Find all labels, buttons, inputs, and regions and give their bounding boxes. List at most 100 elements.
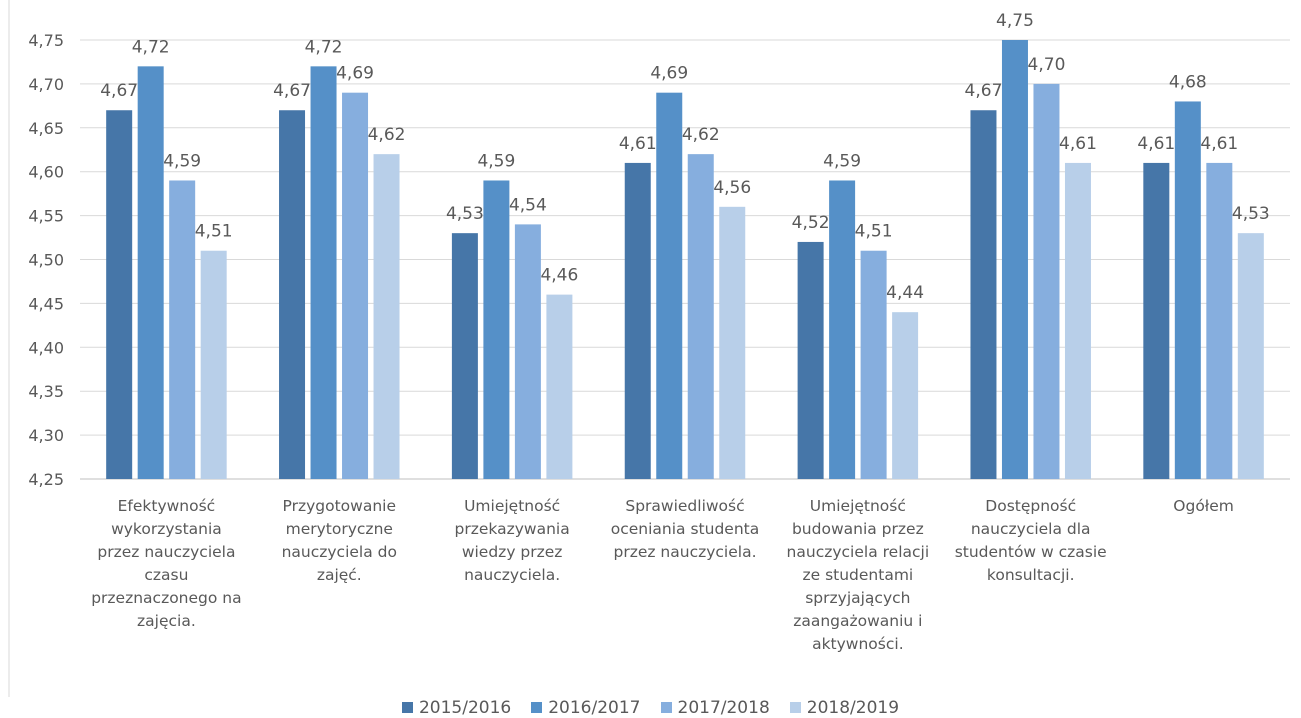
data-label: 4,68	[1169, 72, 1207, 92]
bar	[1206, 162, 1233, 480]
data-label: 4,61	[1059, 134, 1097, 154]
x-tick-label: nauczyciela relacji	[787, 543, 930, 561]
data-label: 4,72	[132, 37, 170, 57]
data-label: 4,67	[100, 81, 138, 101]
legend-label: 2017/2018	[677, 697, 770, 718]
legend-item: 2018/2019	[789, 697, 900, 718]
x-tick-label: ze studentami	[802, 566, 913, 584]
bar	[687, 154, 714, 479]
data-label: 4,53	[446, 204, 484, 224]
x-tick-label: Ogółem	[1173, 497, 1234, 515]
data-label: 4,62	[682, 125, 720, 145]
data-label: 4,69	[336, 64, 374, 84]
x-tick-label: Efektywność	[118, 497, 216, 515]
bar	[483, 180, 510, 480]
bar	[373, 154, 400, 479]
data-label: 4,46	[540, 266, 578, 286]
bar	[892, 312, 919, 479]
x-tick-label: Przygotowanie	[283, 497, 396, 515]
bar	[200, 250, 227, 479]
x-tick-label: nauczyciela.	[464, 566, 560, 584]
data-label: 4,75	[996, 11, 1034, 31]
y-tick-label: 4,50	[28, 251, 64, 270]
x-tick-label: wiedzy przez	[462, 543, 563, 561]
y-tick-label: 4,45	[28, 294, 64, 313]
x-tick-label: zaangażowaniu i	[793, 612, 922, 630]
bar	[860, 250, 887, 479]
x-tick-label: sprzyjających	[805, 589, 910, 607]
y-tick-label: 4,60	[28, 163, 64, 182]
x-tick-label: przeznaczonego na	[91, 589, 241, 607]
bar	[656, 92, 683, 480]
data-label: 4,59	[823, 151, 861, 171]
data-label: 4,67	[965, 81, 1003, 101]
chart-legend: 2015/2016 2016/2017 2017/2018 2018/2019	[0, 697, 1301, 718]
bar	[451, 233, 478, 479]
data-label: 4,61	[619, 134, 657, 154]
data-label: 4,61	[1200, 134, 1238, 154]
x-tick-label: nauczyciela dla	[971, 520, 1091, 538]
data-label: 4,62	[368, 125, 406, 145]
y-tick-label: 4,70	[28, 75, 64, 94]
x-tick-label: Umiejętność	[810, 497, 906, 515]
bar	[169, 180, 196, 480]
x-tick-label: Sprawiedliwość	[625, 497, 744, 515]
bar	[1064, 162, 1091, 480]
x-tick-label: czasu	[144, 566, 188, 584]
data-label: 4,54	[509, 195, 547, 215]
data-label: 4,59	[163, 151, 201, 171]
y-tick-label: 4,65	[28, 119, 64, 138]
data-label: 4,72	[305, 37, 343, 57]
bar	[106, 110, 133, 480]
x-tick-label: wykorzystania	[111, 520, 222, 538]
legend-label: 2016/2017	[548, 697, 641, 718]
x-tick-label: przekazywania	[455, 520, 570, 538]
x-tick-label: oceniania studenta	[611, 520, 759, 538]
data-label: 4,67	[273, 81, 311, 101]
x-tick-label: studentów w czasie	[955, 543, 1107, 561]
x-tick-label: zajęcia.	[137, 612, 196, 630]
x-tick-label: aktywności.	[812, 635, 904, 653]
y-tick-label: 4,55	[28, 207, 64, 226]
bar	[1143, 162, 1170, 480]
bar-chart: 4,25 4,30 4,35 4,40 4,45 4,50 4,55 4,60 4,65 4,70…	[8, 0, 1290, 697]
x-tick-label: Dostępność	[985, 497, 1076, 515]
bar	[137, 66, 164, 479]
bar	[1174, 101, 1201, 480]
bar	[279, 110, 306, 480]
x-tick-label: konsultacji.	[987, 566, 1075, 584]
legend-swatch	[789, 702, 801, 713]
bar	[1033, 83, 1060, 480]
legend-swatch	[531, 702, 543, 713]
data-label: 4,61	[1137, 134, 1175, 154]
data-label: 4,70	[1028, 55, 1066, 75]
legend-item: 2015/2016	[401, 697, 512, 718]
legend-item: 2016/2017	[531, 697, 641, 718]
bar	[829, 180, 856, 480]
bar	[1237, 233, 1264, 479]
x-tick-label: Umiejętność	[464, 497, 560, 515]
x-tick-label: przez nauczyciela	[97, 543, 235, 561]
x-tick-label: zajęć.	[317, 566, 362, 584]
x-tick-label: nauczyciela do	[282, 543, 397, 561]
data-label: 4,52	[792, 213, 830, 233]
legend-label: 2015/2016	[418, 697, 512, 718]
bar	[310, 66, 337, 479]
bar	[797, 241, 824, 479]
legend-swatch	[660, 702, 672, 713]
data-label: 4,69	[650, 64, 688, 84]
bar	[719, 206, 746, 479]
x-tick-label: budowania przez	[792, 520, 924, 538]
data-label: 4,59	[477, 151, 515, 171]
y-tick-label: 4,40	[28, 338, 64, 357]
legend-label: 2018/2019	[806, 697, 900, 718]
data-label: 4,53	[1232, 204, 1270, 224]
x-tick-label: przez nauczyciela.	[613, 543, 756, 561]
data-label: 4,51	[855, 222, 893, 242]
bar	[970, 110, 997, 480]
data-label: 4,44	[886, 283, 924, 303]
bar	[342, 92, 369, 480]
y-tick-label: 4,35	[28, 382, 64, 401]
data-label: 4,51	[195, 222, 233, 242]
bar	[546, 294, 573, 479]
